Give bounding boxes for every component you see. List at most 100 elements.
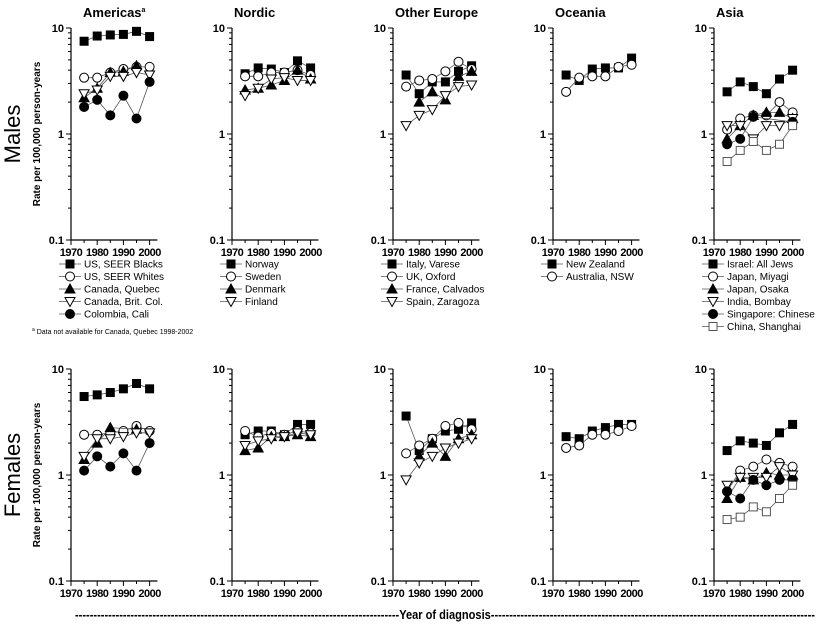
data-point bbox=[748, 136, 758, 146]
y-tick-label: 0.1 bbox=[371, 235, 386, 247]
y-tick-label: 10 bbox=[52, 23, 64, 35]
data-point bbox=[773, 121, 786, 132]
x-axis-label: ----------------------------------------… bbox=[75, 607, 815, 622]
data-point bbox=[118, 384, 128, 394]
title-footnote-mark: a bbox=[142, 7, 146, 14]
series-australia-nsw bbox=[561, 59, 637, 97]
data-point bbox=[144, 438, 155, 449]
y-tick-label: 0.1 bbox=[49, 235, 64, 247]
legend-marker bbox=[226, 271, 236, 282]
legend-item: China, Shanghai bbox=[702, 322, 801, 333]
panel-title: Nordic bbox=[234, 5, 275, 20]
series-canada-brit-col- bbox=[78, 68, 156, 100]
data-point bbox=[132, 26, 141, 36]
data-point bbox=[252, 436, 265, 447]
data-point bbox=[452, 438, 465, 450]
data-point bbox=[118, 29, 128, 39]
data-point bbox=[401, 411, 411, 421]
data-point bbox=[775, 74, 784, 84]
data-point bbox=[735, 493, 746, 504]
y-tick-label: 10 bbox=[534, 364, 546, 376]
legend-item: Spain, Zaragoza bbox=[381, 297, 480, 308]
data-point bbox=[91, 434, 104, 445]
data-point bbox=[439, 443, 452, 454]
x-tick-label: 2000 bbox=[138, 588, 161, 600]
x-tick-label: 1970 bbox=[221, 588, 244, 600]
x-tick-label: 1990 bbox=[273, 247, 296, 259]
data-point bbox=[600, 63, 610, 73]
data-point bbox=[734, 472, 747, 484]
data-point bbox=[587, 71, 598, 82]
data-point bbox=[92, 72, 103, 83]
data-point bbox=[774, 474, 785, 485]
series-new-zealand bbox=[561, 419, 637, 444]
data-point bbox=[104, 434, 117, 445]
data-point bbox=[453, 417, 464, 428]
data-point bbox=[105, 30, 115, 40]
data-point bbox=[239, 91, 251, 102]
y-axis-label: Rate per 100,000 person-years bbox=[32, 402, 43, 547]
data-point bbox=[465, 65, 478, 76]
data-point bbox=[465, 434, 478, 445]
legend-label: Japan, Miyagi bbox=[727, 272, 789, 283]
data-point bbox=[401, 448, 412, 459]
series-new-zealand bbox=[561, 53, 637, 85]
x-tick-label: 1990 bbox=[755, 247, 778, 259]
x-tick-label: 1970 bbox=[382, 247, 405, 259]
data-point bbox=[92, 390, 102, 400]
legend-item: Canada, Brit. Col. bbox=[59, 297, 163, 308]
y-tick-label: 0.1 bbox=[371, 576, 386, 588]
data-point bbox=[239, 440, 251, 452]
data-point bbox=[291, 64, 304, 75]
data-point bbox=[143, 428, 156, 439]
legend-item: US, SEER Whites bbox=[59, 271, 164, 283]
data-point bbox=[253, 71, 264, 82]
legend-marker bbox=[547, 259, 557, 269]
series-japan-osaka bbox=[721, 106, 799, 144]
x-tick-label: 2000 bbox=[620, 588, 643, 600]
data-point bbox=[414, 440, 425, 451]
y-tick-label: 0.1 bbox=[49, 576, 64, 588]
x-tick-label: 1990 bbox=[755, 588, 778, 600]
y-tick-label: 10 bbox=[534, 23, 546, 35]
series-italy-varese bbox=[401, 411, 477, 456]
x-tick-label: 1980 bbox=[247, 588, 270, 600]
legend-marker bbox=[707, 297, 719, 308]
x-tick-label: 1980 bbox=[729, 588, 752, 600]
data-point bbox=[145, 32, 155, 42]
row-label-males: Males bbox=[0, 105, 25, 164]
x-tick-label: 1990 bbox=[112, 247, 135, 259]
x-tick-label: 1970 bbox=[703, 588, 726, 600]
data-point bbox=[600, 429, 611, 440]
data-point bbox=[426, 105, 439, 116]
x-tick-label: 1980 bbox=[247, 247, 270, 259]
data-point bbox=[240, 426, 251, 437]
data-point bbox=[144, 61, 155, 72]
y-tick-label: 10 bbox=[213, 364, 225, 376]
legend-label: Norway bbox=[245, 260, 279, 271]
panel-title: Oceania bbox=[555, 5, 606, 20]
legend-marker bbox=[386, 282, 398, 294]
data-point bbox=[439, 450, 452, 461]
legend-item: US, SEER Blacks bbox=[59, 259, 163, 271]
y-tick-label: 1 bbox=[219, 470, 225, 482]
data-point bbox=[761, 480, 772, 491]
data-point bbox=[143, 70, 156, 82]
y-tick-label: 10 bbox=[374, 23, 386, 35]
data-point bbox=[413, 96, 426, 107]
data-point bbox=[104, 71, 117, 83]
data-point bbox=[773, 462, 786, 473]
data-point bbox=[79, 36, 89, 46]
legend-label: UK, Oxford bbox=[406, 272, 455, 283]
series-us-seer-blacks bbox=[79, 378, 155, 402]
legend-marker bbox=[547, 271, 557, 282]
data-point bbox=[291, 75, 304, 87]
y-tick-label: 0.1 bbox=[210, 576, 225, 588]
data-point bbox=[452, 70, 465, 81]
legend-label: Colombia, Cali bbox=[84, 310, 149, 321]
y-tick-label: 10 bbox=[213, 23, 225, 35]
